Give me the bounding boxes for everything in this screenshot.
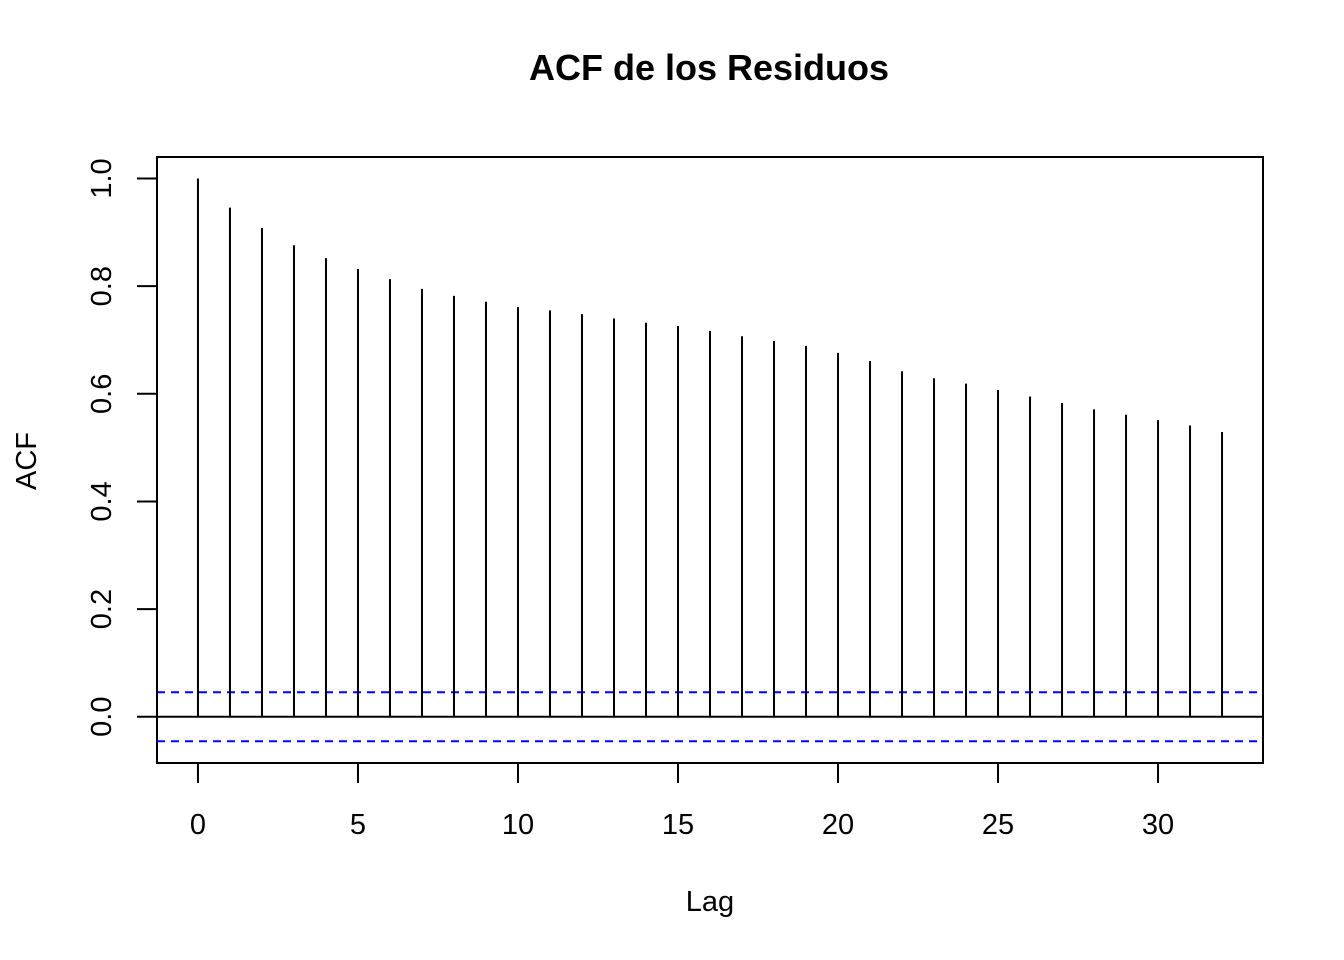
x-tick-label: 5 bbox=[350, 809, 366, 841]
x-tick-label: 25 bbox=[982, 809, 1014, 841]
x-tick-label: 15 bbox=[662, 809, 694, 841]
y-tick-label: 1.0 bbox=[86, 158, 118, 198]
y-tick-label: 0.4 bbox=[86, 481, 118, 521]
x-axis: 0 5 10 15 20 25 30 bbox=[190, 762, 1174, 841]
y-tick-label: 0.0 bbox=[86, 697, 118, 737]
y-tick-label: 0.2 bbox=[86, 589, 118, 629]
x-axis-label: Lag bbox=[686, 886, 734, 918]
x-tick-label: 20 bbox=[822, 809, 854, 841]
y-axis-label: ACF bbox=[11, 432, 43, 490]
y-axis: 0.0 0.2 0.4 0.6 0.8 1.0 bbox=[86, 158, 158, 737]
chart-title: ACF de los Residuos bbox=[529, 47, 889, 88]
x-tick-label: 0 bbox=[190, 809, 206, 841]
y-tick-label: 0.6 bbox=[86, 374, 118, 414]
y-tick-label: 0.8 bbox=[86, 266, 118, 306]
x-tick-label: 10 bbox=[502, 809, 534, 841]
acf-spikes bbox=[196, 178, 1224, 717]
x-tick-label: 30 bbox=[1142, 809, 1174, 841]
